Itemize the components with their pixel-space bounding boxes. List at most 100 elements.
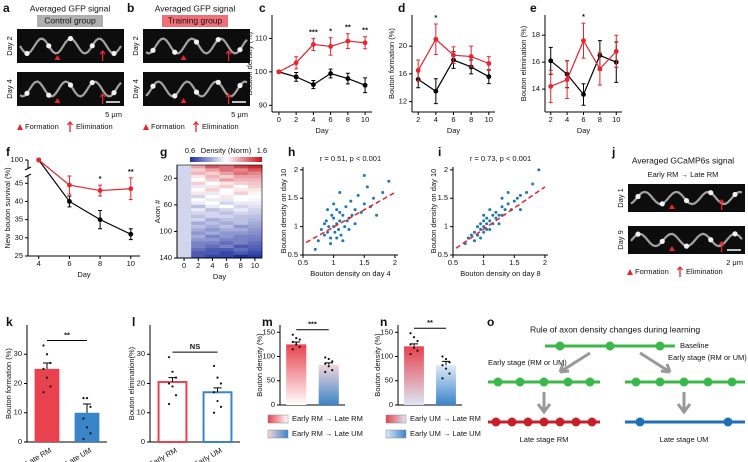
heat-cell (205, 178, 219, 182)
legend-elimination (678, 267, 683, 277)
significance: *** (308, 320, 317, 329)
y-axis-label: Bouton density (%) (373, 333, 382, 397)
x-tick-label: 4 (210, 261, 214, 270)
data-point (469, 54, 474, 59)
heat-cell (234, 225, 248, 229)
heat-cell (220, 165, 234, 169)
heat-cell (177, 188, 191, 192)
y-axis-label: Bouton formation (%) (4, 348, 13, 419)
heat-cell (177, 198, 191, 202)
y-tick-label: 35 (15, 215, 23, 224)
legend-label: Early RM → Late RM (292, 414, 363, 423)
heat-cell (248, 248, 262, 252)
heat-cell (191, 248, 205, 252)
bar (35, 369, 60, 442)
significance: * (582, 12, 585, 21)
heat-cell (220, 198, 234, 202)
scatter-point (320, 228, 323, 231)
data-dot (445, 368, 447, 370)
scatter-point (341, 214, 344, 217)
data-point (433, 89, 438, 94)
heat-cell (220, 251, 234, 255)
panel-label: j (611, 145, 615, 159)
scatter-point (335, 208, 338, 211)
scatter-point (482, 231, 485, 234)
heat-cell (191, 198, 205, 202)
x-tick-label: 2 (393, 258, 397, 267)
y-tick-label: 1.5 (438, 193, 448, 202)
heat-cell (220, 182, 234, 186)
heat-cell (191, 192, 205, 196)
scatter-point (363, 202, 366, 205)
heat-cell (177, 192, 191, 196)
heat-cell (205, 185, 219, 189)
legend-elimination (68, 122, 73, 132)
scatter-point (326, 208, 329, 211)
y-tick-label: 140 (159, 253, 172, 262)
data-dot (328, 365, 330, 367)
bouton (732, 231, 737, 236)
bouton (111, 51, 116, 56)
bouton (684, 198, 689, 203)
legend-label: Early UM → Late UM (410, 429, 481, 438)
y-axis-label: Bouton density on day 10 (429, 169, 438, 254)
heat-cell (205, 225, 219, 229)
scatter-point (325, 219, 328, 222)
scatter-point (349, 200, 352, 203)
heat-cell (205, 228, 219, 232)
y-tick-label: 30 (137, 349, 145, 358)
scatter-point (338, 211, 341, 214)
x-tick-label: Late RM (24, 446, 53, 462)
row-label: Day 2 (131, 36, 140, 56)
scatter-point (504, 208, 507, 211)
heat-cell (191, 212, 205, 216)
significance: ** (362, 26, 368, 35)
bouton (732, 192, 737, 197)
scatter-point (519, 208, 522, 211)
data-dot (46, 353, 48, 355)
heat-cell (205, 195, 219, 199)
data-point (433, 37, 438, 42)
scatter-point (372, 197, 375, 200)
data-point (345, 76, 350, 81)
scatter-point (347, 228, 350, 231)
legend-label: Early UM → Late RM (410, 414, 481, 423)
data-point (311, 82, 316, 87)
heat-cell (248, 208, 262, 212)
error-bar (43, 363, 51, 369)
heat-cell (205, 172, 219, 176)
x-tick-label: 0.5 (448, 258, 458, 267)
heat-cell (220, 195, 234, 199)
heat-cell (191, 195, 205, 199)
panel-label: e (530, 1, 537, 15)
x-axis-label: Day (213, 272, 227, 281)
heat-cell (177, 221, 191, 225)
row-label: Day 4 (131, 79, 140, 99)
heat-cell (234, 168, 248, 172)
data-point (311, 42, 316, 47)
data-point (67, 183, 72, 188)
data-dot (292, 341, 294, 343)
bouton (172, 50, 177, 55)
data-dot (220, 406, 222, 408)
heat-cell (220, 241, 234, 245)
heat-cell (177, 241, 191, 245)
data-dot (292, 334, 294, 336)
heat-cell (205, 231, 219, 235)
data-point (581, 92, 586, 97)
scatter-point (497, 214, 500, 217)
data-dot (331, 360, 333, 362)
legend-swatch (386, 430, 406, 438)
data-dot (171, 371, 173, 373)
x-axis-label: Bouton density on day 4 (310, 269, 390, 278)
heat-cell (177, 185, 191, 189)
series-line (279, 72, 365, 85)
significance: ** (64, 330, 70, 339)
heat-cell (220, 172, 234, 176)
legend-swatch (268, 415, 288, 423)
fit-line (456, 187, 545, 248)
y-tick-label: 0 (271, 400, 275, 409)
colorbar-title: Density (Norm) (201, 146, 252, 155)
panel-label: h (288, 145, 295, 159)
